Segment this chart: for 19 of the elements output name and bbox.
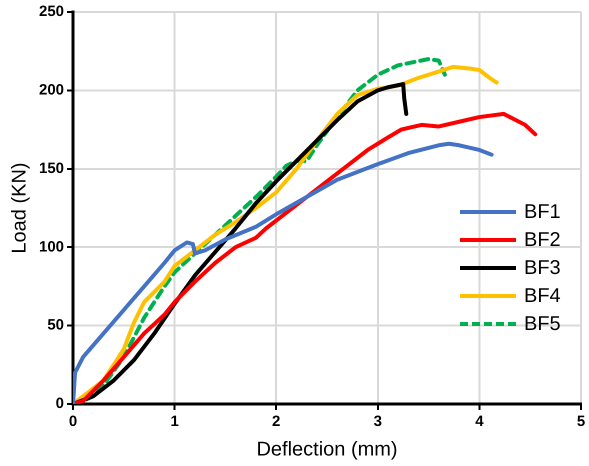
x-tick-label: 4 [475,413,484,430]
y-tick-label: 250 [38,3,64,20]
legend-label: BF3 [524,256,561,280]
legend-label: BF2 [524,228,561,252]
legend-label: BF5 [524,312,561,336]
legend-label: BF1 [524,200,561,224]
y-axis-title: Load (KN) [8,162,31,254]
y-tick-label: 200 [38,82,64,99]
x-tick-label: 3 [374,413,382,430]
x-tick-label: 5 [576,413,586,430]
x-tick-label: 2 [272,413,280,430]
x-tick-label: 1 [170,413,179,430]
x-axis-title: Deflection (mm) [256,438,398,461]
x-tick-label: 0 [68,413,78,430]
y-tick-label: 0 [56,395,64,412]
y-tick-label: 150 [38,160,64,177]
y-tick-label: 100 [38,238,64,256]
y-tick-label: 50 [47,316,64,334]
legend-label: BF4 [524,284,561,308]
